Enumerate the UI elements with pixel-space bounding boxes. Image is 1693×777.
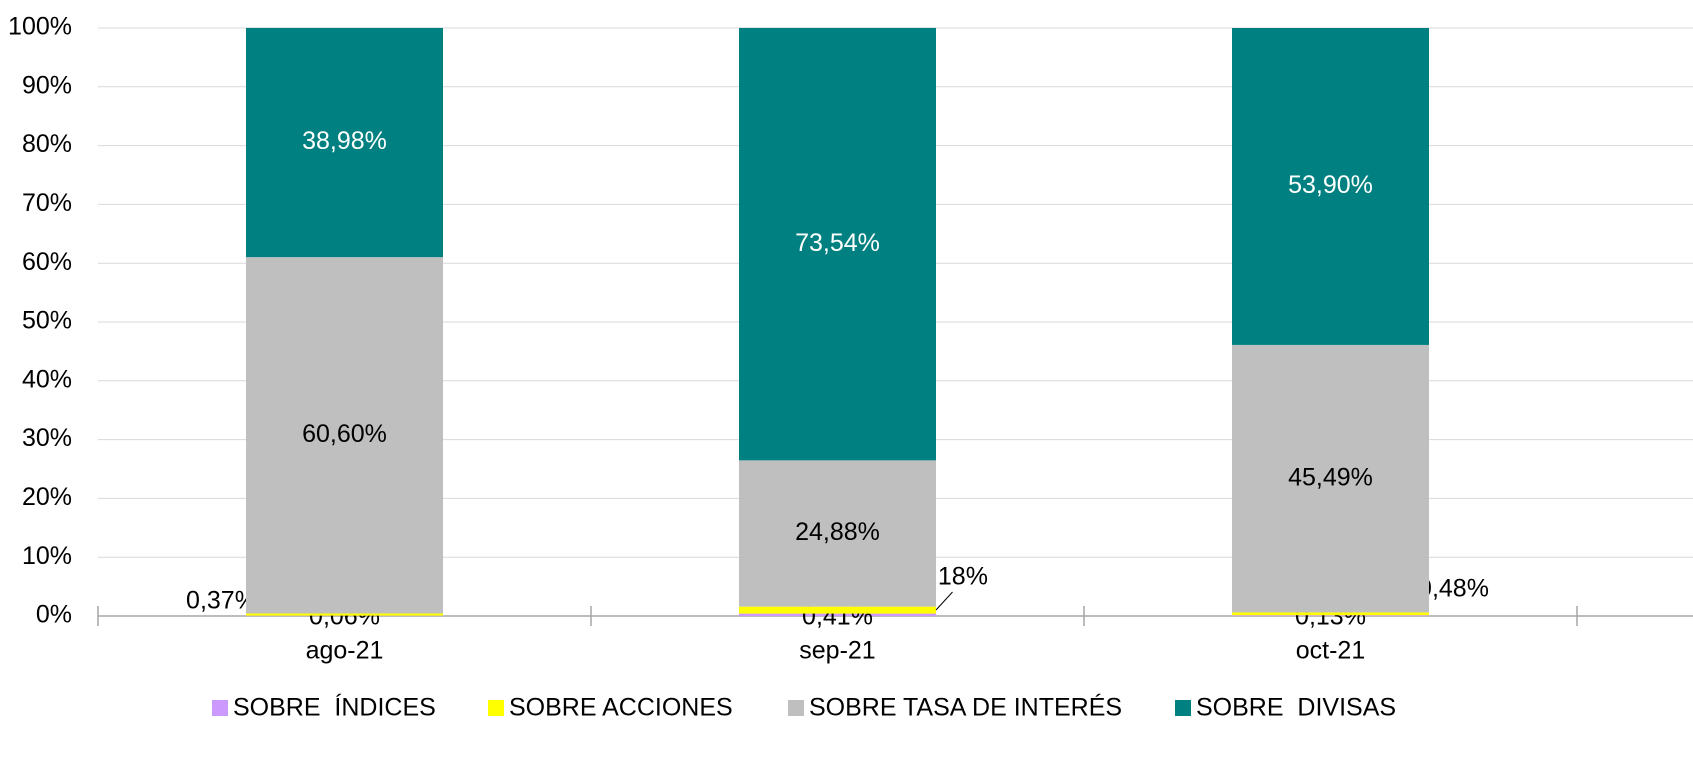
x-tick-label: sep-21 xyxy=(799,637,875,665)
data-label: 24,88% xyxy=(795,518,880,546)
y-tick-label: 0% xyxy=(36,601,72,629)
y-tick-label: 10% xyxy=(22,542,72,570)
bar-segment xyxy=(1232,615,1429,616)
bar-segment xyxy=(1232,28,1429,345)
data-label: 0,37% xyxy=(186,587,257,615)
y-tick-label: 90% xyxy=(22,71,72,99)
y-tick-label: 70% xyxy=(22,189,72,217)
bar-segment xyxy=(246,257,443,614)
y-tick-label: 60% xyxy=(22,248,72,276)
bar-segment xyxy=(739,27,936,461)
bar-segment xyxy=(739,460,936,607)
legend-label: SOBRE ÍNDICES xyxy=(233,693,436,722)
x-tick-label: ago-21 xyxy=(306,637,384,665)
bar-segment xyxy=(1232,344,1429,613)
bar-segment xyxy=(1232,612,1429,616)
legend-label: SOBRE TASA DE INTERÉS xyxy=(809,693,1122,722)
data-label: 0,48% xyxy=(1418,575,1489,603)
data-label: 60,60% xyxy=(302,420,387,448)
y-tick-label: 80% xyxy=(22,130,72,158)
bar-segment xyxy=(246,27,443,258)
data-label: 45,49% xyxy=(1288,463,1373,491)
legend-swatch xyxy=(1175,700,1191,716)
y-tick-label: 40% xyxy=(22,365,72,393)
y-tick-label: 30% xyxy=(22,424,72,452)
x-tick-label: oct-21 xyxy=(1296,637,1365,665)
legend-label: SOBRE DIVISAS xyxy=(1196,694,1396,722)
data-label: 73,54% xyxy=(795,229,880,257)
bar-segment xyxy=(739,613,936,616)
bar-segment xyxy=(739,606,936,614)
y-tick-label: 50% xyxy=(22,307,72,335)
y-tick-label: 100% xyxy=(8,13,72,41)
data-label: 38,98% xyxy=(302,127,387,155)
bar-segment xyxy=(246,613,443,616)
y-tick-label: 20% xyxy=(22,483,72,511)
data-label: 53,90% xyxy=(1288,171,1373,199)
legend-label: SOBRE ACCIONES xyxy=(509,694,733,722)
leader-line xyxy=(935,591,953,611)
legend-swatch xyxy=(788,700,804,716)
legend-swatch xyxy=(488,700,504,716)
legend-swatch xyxy=(212,700,228,716)
